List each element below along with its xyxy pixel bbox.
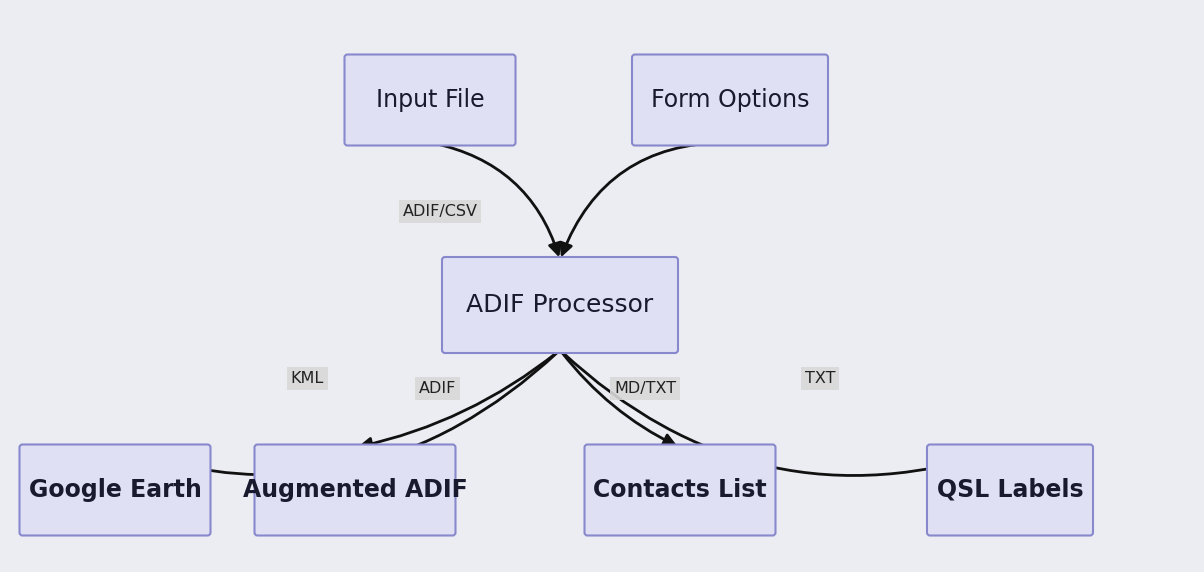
FancyBboxPatch shape [927,444,1093,535]
FancyArrowPatch shape [361,352,557,450]
FancyBboxPatch shape [632,54,828,145]
FancyBboxPatch shape [584,444,775,535]
Text: ADIF Processor: ADIF Processor [466,293,654,317]
FancyArrowPatch shape [432,143,560,255]
Text: QSL Labels: QSL Labels [937,478,1084,502]
Text: Google Earth: Google Earth [29,478,201,502]
Text: TXT: TXT [804,371,836,386]
Text: Form Options: Form Options [650,88,809,112]
FancyBboxPatch shape [19,444,211,535]
Text: Augmented ADIF: Augmented ADIF [243,478,467,502]
Text: MD/TXT: MD/TXT [614,382,677,396]
Text: ADIF/CSV: ADIF/CSV [402,204,478,219]
FancyBboxPatch shape [254,444,455,535]
FancyArrowPatch shape [562,352,674,445]
Text: Contacts List: Contacts List [594,478,767,502]
Text: KML: KML [291,371,324,386]
FancyArrowPatch shape [561,142,727,255]
FancyBboxPatch shape [344,54,515,145]
FancyArrowPatch shape [562,352,1004,475]
Text: Input File: Input File [376,88,484,112]
Text: ADIF: ADIF [419,382,456,396]
FancyBboxPatch shape [442,257,678,353]
FancyArrowPatch shape [120,352,557,475]
